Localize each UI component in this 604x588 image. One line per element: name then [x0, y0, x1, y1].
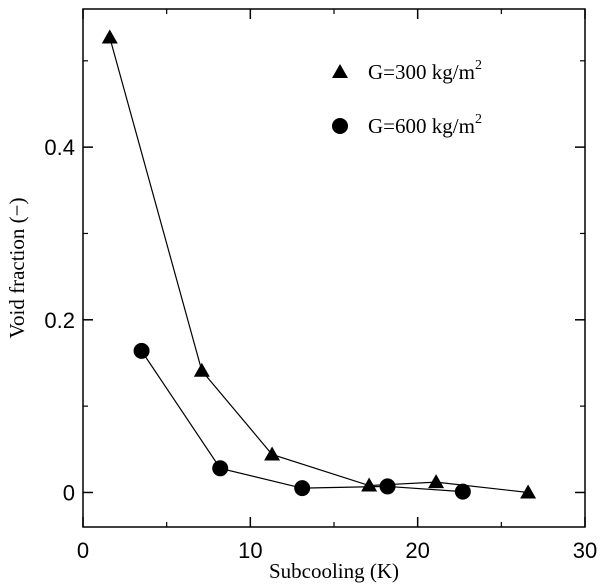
- legend: G=300 kg/m2 G=600 kg/m2: [332, 58, 482, 138]
- legend-label-g600: G=600 kg/m2: [368, 112, 482, 138]
- circle-point: [133, 342, 150, 359]
- triangle-point: [264, 446, 281, 461]
- legend-label-g300: G=300 kg/m2: [368, 58, 482, 84]
- x-tick-label: 20: [405, 538, 429, 563]
- triangle-point: [361, 477, 378, 492]
- y-tick-label: 0.2: [44, 308, 75, 333]
- y-tick-label: 0: [63, 480, 75, 505]
- triangle-point: [193, 362, 210, 377]
- x-tick-label: 30: [573, 538, 597, 563]
- circle-point: [379, 478, 396, 495]
- circle-point: [212, 460, 229, 477]
- x-tick-label: 0: [77, 538, 89, 563]
- legend-triangle-marker: [332, 64, 348, 78]
- data-markers: [101, 29, 537, 500]
- series-line-0: [109, 37, 529, 494]
- triangle-point: [520, 484, 537, 499]
- axis-tick-labels: 0 10 20 30 0 0.2 0.4: [44, 135, 597, 563]
- circle-point: [294, 480, 311, 497]
- circle-point: [454, 483, 471, 500]
- y-axis-title: Void fraction (−): [5, 198, 29, 339]
- axis-ticks: [82, 9, 586, 527]
- x-tick-label: 10: [238, 538, 262, 563]
- y-tick-label: 0.4: [44, 135, 75, 160]
- triangle-point: [428, 474, 445, 489]
- triangle-point: [101, 29, 118, 44]
- x-axis-title: Subcooling (K): [269, 559, 399, 583]
- legend-circle-marker: [332, 118, 348, 134]
- series-lines: [109, 37, 529, 494]
- series-line-1: [141, 350, 463, 493]
- plot-frame: [82, 8, 586, 528]
